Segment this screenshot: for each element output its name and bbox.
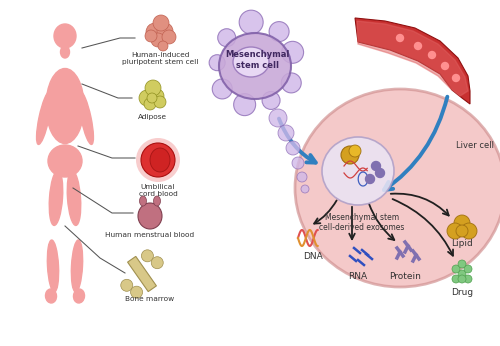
Ellipse shape (48, 240, 58, 292)
Ellipse shape (138, 203, 162, 229)
Circle shape (464, 265, 472, 273)
Text: Drug: Drug (451, 288, 473, 297)
Text: Liver cell: Liver cell (456, 142, 494, 151)
Ellipse shape (74, 289, 85, 303)
Ellipse shape (72, 240, 83, 292)
Circle shape (282, 73, 302, 93)
Circle shape (396, 35, 404, 42)
Ellipse shape (78, 92, 94, 144)
Circle shape (282, 41, 304, 63)
Circle shape (162, 30, 176, 44)
Ellipse shape (49, 171, 63, 226)
Circle shape (269, 109, 287, 127)
Ellipse shape (136, 138, 180, 182)
Circle shape (212, 79, 232, 99)
Text: Adipose: Adipose (138, 114, 166, 120)
Ellipse shape (150, 148, 170, 172)
Circle shape (139, 90, 155, 106)
Circle shape (376, 169, 384, 177)
Circle shape (121, 279, 133, 291)
Circle shape (428, 52, 436, 58)
Ellipse shape (141, 143, 175, 177)
Circle shape (447, 223, 463, 239)
Ellipse shape (154, 196, 160, 206)
Circle shape (464, 275, 472, 283)
Circle shape (218, 29, 236, 47)
Circle shape (461, 223, 477, 239)
Text: Human-induced
pluripotent stem cell: Human-induced pluripotent stem cell (122, 52, 198, 65)
Circle shape (154, 96, 166, 108)
Circle shape (153, 15, 169, 31)
Polygon shape (357, 21, 468, 96)
Circle shape (144, 98, 156, 110)
Circle shape (292, 157, 304, 169)
Circle shape (269, 21, 289, 42)
Polygon shape (128, 256, 156, 292)
Ellipse shape (46, 69, 84, 144)
Circle shape (130, 286, 142, 298)
Circle shape (458, 270, 466, 278)
Text: Bone marrow: Bone marrow (126, 296, 174, 302)
Circle shape (286, 141, 300, 155)
Circle shape (452, 275, 460, 283)
Text: Lipid: Lipid (451, 239, 473, 248)
Ellipse shape (54, 24, 76, 48)
Circle shape (278, 125, 294, 141)
Circle shape (297, 172, 307, 182)
Ellipse shape (67, 171, 81, 226)
Ellipse shape (36, 92, 52, 144)
Circle shape (150, 89, 164, 103)
Circle shape (145, 30, 157, 42)
Ellipse shape (48, 145, 82, 177)
Circle shape (458, 260, 466, 268)
Ellipse shape (46, 289, 56, 303)
Circle shape (366, 174, 374, 183)
Text: Human menstrual blood: Human menstrual blood (106, 232, 194, 238)
Polygon shape (355, 18, 470, 104)
Circle shape (234, 94, 256, 116)
Ellipse shape (322, 137, 394, 205)
Text: DNA: DNA (303, 252, 323, 261)
Circle shape (414, 43, 422, 49)
Circle shape (301, 185, 309, 193)
Circle shape (142, 250, 154, 262)
Circle shape (456, 225, 468, 237)
Ellipse shape (233, 47, 269, 77)
Circle shape (147, 93, 157, 103)
Text: Umbilical
cord blood: Umbilical cord blood (138, 184, 177, 197)
Circle shape (262, 91, 280, 109)
Circle shape (151, 257, 163, 269)
Text: Mesenchymal stem
cell-derived exosomes: Mesenchymal stem cell-derived exosomes (320, 213, 404, 233)
Circle shape (372, 162, 380, 171)
Ellipse shape (295, 89, 500, 287)
Circle shape (454, 215, 470, 231)
Ellipse shape (140, 196, 146, 206)
Circle shape (209, 55, 225, 71)
Ellipse shape (219, 33, 291, 99)
Circle shape (239, 10, 263, 34)
Circle shape (158, 41, 168, 51)
Circle shape (145, 80, 161, 96)
Circle shape (452, 74, 460, 82)
Circle shape (151, 33, 165, 47)
Circle shape (341, 146, 359, 164)
Circle shape (458, 275, 466, 283)
Text: Protein: Protein (389, 272, 421, 281)
Circle shape (442, 63, 448, 70)
Circle shape (452, 265, 460, 273)
Circle shape (157, 23, 173, 39)
Text: RNA: RNA (348, 272, 368, 281)
Circle shape (146, 23, 164, 41)
Circle shape (349, 145, 361, 157)
Text: Mesenchymal
stem cell: Mesenchymal stem cell (225, 50, 289, 70)
Ellipse shape (60, 46, 70, 58)
